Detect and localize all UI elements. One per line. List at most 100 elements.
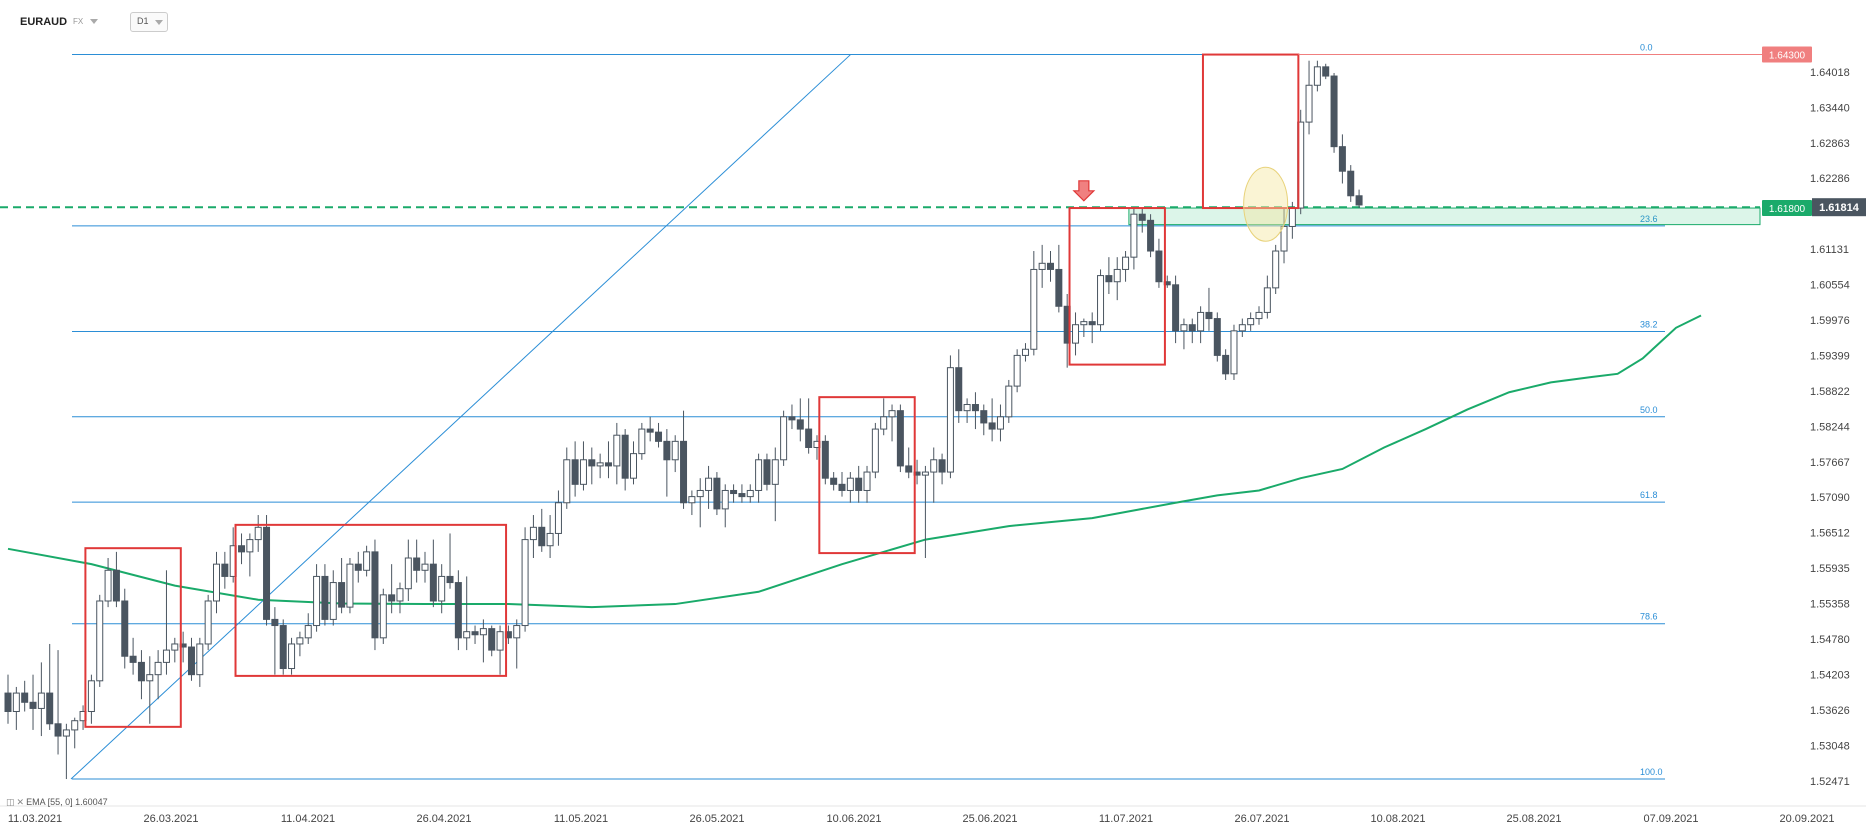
candle bbox=[671, 435, 679, 473]
candle-body bbox=[1088, 321, 1096, 326]
candle-body bbox=[805, 428, 813, 448]
candle-body bbox=[771, 459, 779, 485]
candle bbox=[830, 472, 838, 491]
candle bbox=[254, 515, 262, 552]
candle-body bbox=[1105, 275, 1113, 283]
annotation-box bbox=[84, 547, 182, 728]
candle-body bbox=[121, 600, 129, 657]
candle bbox=[479, 619, 487, 663]
candle bbox=[538, 508, 546, 552]
candle bbox=[1072, 312, 1080, 356]
candle bbox=[438, 564, 446, 614]
x-tick-label: 20.09.2021 bbox=[1779, 813, 1834, 825]
candle-body bbox=[71, 720, 79, 731]
candle bbox=[346, 558, 354, 614]
market-label: FX bbox=[73, 17, 84, 26]
candle bbox=[1055, 244, 1063, 313]
candle bbox=[796, 398, 804, 442]
candle bbox=[1005, 379, 1013, 423]
annotation-box bbox=[1068, 207, 1166, 366]
settings-icon[interactable]: ◫ bbox=[6, 797, 15, 807]
candle-body bbox=[554, 502, 562, 534]
candle bbox=[1097, 269, 1105, 331]
candle-body bbox=[571, 459, 579, 485]
candle-body bbox=[454, 582, 462, 639]
candle-body bbox=[62, 729, 70, 737]
candle bbox=[780, 410, 788, 466]
candle-body bbox=[87, 680, 95, 713]
candle bbox=[1130, 208, 1138, 270]
candle bbox=[1330, 72, 1338, 153]
candle bbox=[763, 453, 771, 491]
y-tick-label: 1.59399 bbox=[1810, 350, 1850, 362]
candle-body bbox=[329, 582, 337, 620]
candle-body bbox=[4, 692, 12, 713]
candle bbox=[379, 588, 387, 644]
candle bbox=[921, 465, 929, 559]
market-chevron-down-icon[interactable] bbox=[90, 19, 98, 24]
y-tick-label: 1.62863 bbox=[1810, 138, 1850, 150]
candle bbox=[805, 398, 813, 454]
symbol-label[interactable]: EURAUD bbox=[20, 16, 68, 28]
candle-body bbox=[721, 489, 729, 510]
candle bbox=[946, 355, 954, 479]
current-price-bg bbox=[1812, 198, 1866, 217]
candle bbox=[1247, 312, 1255, 331]
highlight-ellipse bbox=[1243, 166, 1289, 242]
candle bbox=[12, 686, 20, 730]
candle-body bbox=[621, 434, 629, 479]
candle-body bbox=[496, 631, 504, 651]
candle-body bbox=[1172, 284, 1180, 332]
candle-body bbox=[588, 459, 596, 467]
annotation-boxes bbox=[84, 53, 1300, 728]
candle bbox=[371, 539, 379, 651]
candles bbox=[4, 60, 1363, 780]
candle bbox=[171, 637, 179, 663]
candle-body bbox=[354, 563, 362, 571]
timeframe-select[interactable]: D1 bbox=[130, 12, 168, 32]
candle bbox=[905, 447, 913, 479]
close-icon[interactable]: ✕ bbox=[16, 797, 25, 807]
candle-body bbox=[363, 551, 371, 571]
x-axis: 11.03.2021 26.03.2021 11.04.2021 26.04.2021… bbox=[0, 805, 1866, 825]
candle bbox=[705, 465, 713, 509]
candle-body bbox=[479, 628, 487, 636]
candle-body bbox=[1347, 170, 1355, 197]
fib-level-label: 0.0 bbox=[1640, 43, 1653, 53]
candle-body bbox=[46, 692, 54, 725]
candle-body bbox=[980, 410, 988, 424]
candle bbox=[688, 490, 696, 516]
candle-body bbox=[1138, 213, 1146, 221]
candle-body bbox=[146, 674, 154, 682]
candle bbox=[821, 435, 829, 485]
candle bbox=[838, 472, 846, 497]
candle-body bbox=[604, 462, 612, 467]
level-label-bg bbox=[1762, 200, 1812, 217]
candle-body bbox=[1097, 275, 1105, 326]
candle bbox=[1313, 60, 1321, 92]
candle bbox=[137, 650, 145, 700]
candle-body bbox=[54, 723, 62, 737]
fibonacci-retracement: 0.0 23.6 38.2 50.0 61.8 78.6 100.0 bbox=[72, 43, 1665, 780]
candle bbox=[1155, 238, 1163, 288]
x-tick-label: 26.04.2021 bbox=[416, 813, 471, 825]
candle bbox=[1105, 257, 1113, 295]
candle-body bbox=[371, 551, 379, 639]
candle-body bbox=[1180, 324, 1188, 332]
candle-body bbox=[738, 493, 746, 498]
candle bbox=[1172, 275, 1180, 344]
candle bbox=[996, 404, 1004, 442]
candle bbox=[963, 398, 971, 423]
candle-body bbox=[696, 489, 704, 498]
candle-body bbox=[1222, 354, 1230, 375]
candle-body bbox=[946, 367, 954, 473]
candle-body bbox=[162, 649, 170, 663]
candle-body bbox=[896, 410, 904, 467]
candle bbox=[288, 637, 296, 675]
candle-body bbox=[1055, 268, 1063, 307]
candle bbox=[304, 613, 312, 644]
candle bbox=[213, 551, 220, 614]
candle-body bbox=[112, 569, 120, 602]
ema-legend[interactable]: ◫ ✕ EMA [55, 0] 1.60047 bbox=[6, 797, 108, 808]
